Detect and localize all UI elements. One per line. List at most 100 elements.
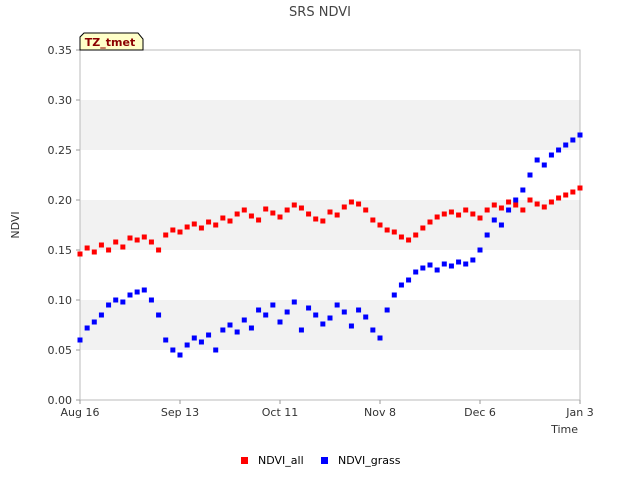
point-ndvi-grass — [434, 267, 440, 273]
point-ndvi-all — [406, 237, 412, 243]
point-ndvi-all — [148, 239, 154, 245]
station-tag-label: TZ_tmet — [85, 36, 135, 49]
point-ndvi-all — [434, 214, 440, 220]
point-ndvi-grass — [527, 172, 533, 178]
point-ndvi-all — [413, 232, 419, 238]
point-ndvi-all — [470, 211, 476, 217]
point-ndvi-all — [91, 249, 97, 255]
point-ndvi-grass — [291, 299, 297, 305]
point-ndvi-all — [270, 210, 276, 216]
point-ndvi-grass — [463, 261, 469, 267]
y-tick-label: 0.00 — [48, 394, 73, 407]
point-ndvi-grass — [306, 305, 312, 311]
x-axis-ticks: Aug 16 Sep 13 Oct 11 Nov 8 Dec 6 Jan 3 — [61, 400, 594, 419]
point-ndvi-all — [177, 229, 183, 235]
point-ndvi-all — [498, 205, 504, 211]
point-ndvi-all — [463, 207, 469, 213]
plot-frame — [79, 49, 581, 401]
point-ndvi-grass — [134, 289, 140, 295]
point-ndvi-grass — [177, 352, 183, 358]
point-ndvi-grass — [113, 297, 119, 303]
point-ndvi-all — [456, 212, 462, 218]
y-tick-label: 0.20 — [48, 194, 73, 207]
point-ndvi-grass — [570, 137, 576, 143]
point-ndvi-all — [306, 211, 312, 217]
point-ndvi-all — [427, 219, 433, 225]
point-ndvi-grass — [298, 327, 304, 333]
point-ndvi-all — [391, 229, 397, 235]
point-ndvi-grass — [213, 347, 219, 353]
grid-bands — [80, 100, 580, 350]
point-ndvi-grass — [498, 222, 504, 228]
y-tick-label: 0.30 — [48, 94, 73, 107]
point-ndvi-grass — [577, 132, 583, 138]
legend-swatch-ndvi-all — [241, 457, 248, 464]
point-ndvi-all — [120, 244, 126, 250]
point-ndvi-all — [341, 204, 347, 210]
point-ndvi-grass — [327, 315, 333, 321]
point-ndvi-all — [327, 209, 333, 215]
point-ndvi-all — [277, 214, 283, 220]
point-ndvi-all — [320, 218, 326, 224]
point-ndvi-grass — [106, 302, 112, 308]
point-ndvi-all — [377, 222, 383, 228]
point-ndvi-grass — [320, 321, 326, 327]
point-ndvi-all — [220, 215, 226, 221]
point-ndvi-grass — [427, 262, 433, 268]
point-ndvi-grass — [477, 247, 483, 253]
x-tick-label: Nov 8 — [364, 406, 396, 419]
point-ndvi-all — [541, 204, 547, 210]
point-ndvi-grass — [148, 297, 154, 303]
point-ndvi-grass — [448, 263, 454, 269]
point-ndvi-grass — [191, 335, 197, 341]
point-ndvi-grass — [384, 307, 390, 313]
point-ndvi-all — [563, 192, 569, 198]
point-ndvi-all — [398, 234, 404, 240]
legend-label-ndvi-all: NDVI_all — [258, 454, 304, 467]
y-tick-label: 0.10 — [48, 294, 73, 307]
point-ndvi-grass — [541, 162, 547, 168]
point-ndvi-all — [248, 213, 254, 219]
point-ndvi-all — [234, 211, 240, 217]
point-ndvi-all — [227, 218, 233, 224]
legend: NDVI_all NDVI_grass — [241, 454, 401, 467]
point-ndvi-grass — [227, 322, 233, 328]
point-ndvi-grass — [356, 307, 362, 313]
point-ndvi-all — [513, 202, 519, 208]
point-ndvi-grass — [456, 259, 462, 265]
point-ndvi-grass — [120, 299, 126, 305]
point-ndvi-all — [313, 216, 319, 222]
point-ndvi-all — [484, 207, 490, 213]
grid-band — [80, 300, 580, 350]
station-tag-box — [79, 32, 144, 51]
point-ndvi-grass — [348, 323, 354, 329]
point-ndvi-grass — [170, 347, 176, 353]
point-ndvi-all — [506, 199, 512, 205]
point-ndvi-grass — [141, 287, 147, 293]
point-ndvi-all — [548, 199, 554, 205]
point-ndvi-grass — [506, 207, 512, 213]
point-ndvi-all — [163, 232, 169, 238]
point-ndvi-all — [141, 234, 147, 240]
x-axis-label: Time — [550, 423, 578, 436]
y-tick-label: 0.35 — [48, 44, 73, 57]
data-points — [77, 132, 583, 358]
point-ndvi-all — [256, 217, 262, 223]
point-ndvi-grass — [198, 339, 204, 345]
point-ndvi-grass — [470, 257, 476, 263]
y-tick-label: 0.25 — [48, 144, 73, 157]
point-ndvi-grass — [420, 265, 426, 271]
point-ndvi-all — [570, 189, 576, 195]
point-ndvi-grass — [334, 302, 340, 308]
point-ndvi-grass — [84, 325, 90, 331]
point-ndvi-grass — [284, 309, 290, 315]
point-ndvi-all — [206, 219, 212, 225]
point-ndvi-grass — [548, 152, 554, 158]
point-ndvi-grass — [163, 337, 169, 343]
point-ndvi-all — [198, 225, 204, 231]
point-ndvi-grass — [563, 142, 569, 148]
point-ndvi-grass — [156, 312, 162, 318]
x-tick-label: Sep 13 — [161, 406, 199, 419]
point-ndvi-all — [384, 227, 390, 233]
point-ndvi-grass — [313, 312, 319, 318]
